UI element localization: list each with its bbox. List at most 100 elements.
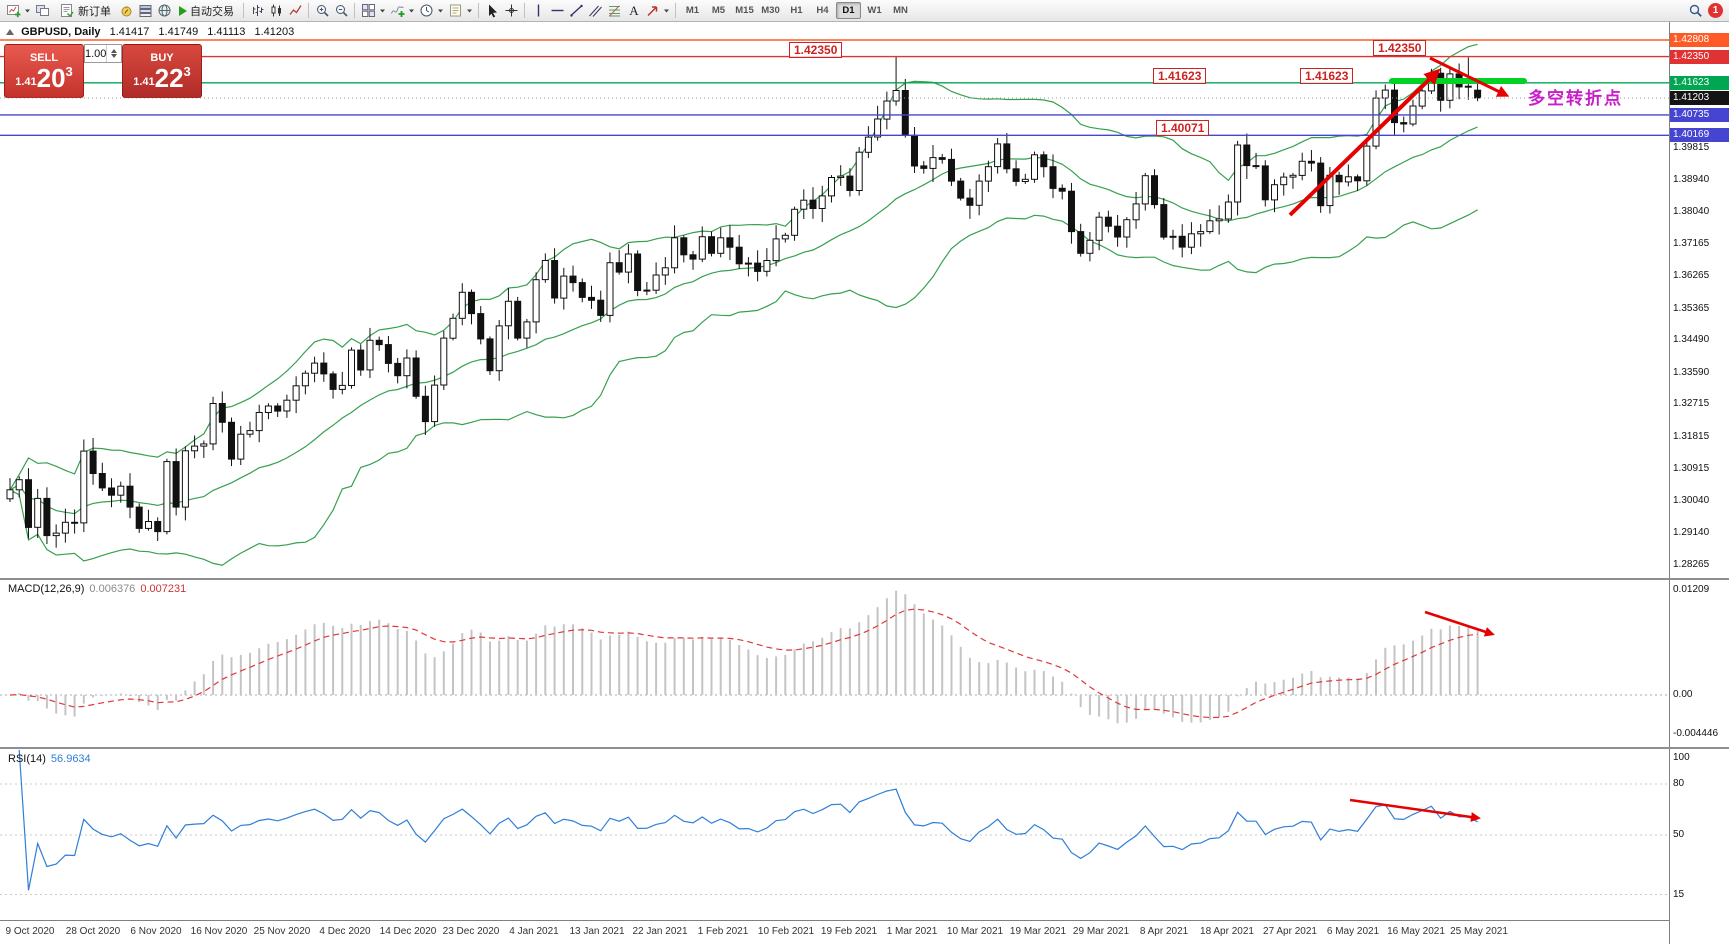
date-label: 18 Apr 2021: [1200, 926, 1254, 937]
trendline-icon[interactable]: [567, 1, 585, 20]
timeframe-m5[interactable]: M5: [706, 2, 731, 19]
price-scale-label: 1.30040: [1673, 494, 1710, 506]
crosshair-icon[interactable]: [502, 1, 520, 20]
macd-label: MACD(12,26,9) 0.006376 0.007231: [8, 583, 186, 595]
new-order-label: 新订单: [78, 5, 111, 18]
line-chart-icon[interactable]: [286, 1, 304, 20]
price-scale[interactable]: [1669, 22, 1729, 944]
zoom-out-icon[interactable]: [332, 1, 350, 20]
timeframe-group: M1 M5 M15 M30 H1 H4 D1 W1 MN: [680, 2, 913, 19]
time-axis[interactable]: [0, 920, 1669, 944]
volume-down-stepper[interactable]: [111, 54, 118, 58]
timeframe-mn[interactable]: MN: [888, 2, 913, 19]
moneybag-icon[interactable]: [117, 1, 135, 20]
price-scale-label: 1.29140: [1673, 527, 1710, 539]
volume-value: 1.00: [85, 47, 107, 60]
dropdown-caret[interactable]: [378, 1, 387, 20]
date-label: 6 Nov 2020: [130, 926, 182, 937]
price-tag: 1.41203: [1670, 90, 1729, 105]
date-label: 10 Mar 2021: [946, 926, 1004, 937]
rsi-scale-label: 80: [1673, 778, 1685, 789]
channel-icon[interactable]: [586, 1, 604, 20]
dropdown-caret[interactable]: [465, 1, 474, 20]
macd-panel[interactable]: [0, 579, 1669, 747]
dropdown-caret[interactable]: [436, 1, 445, 20]
new-order-button[interactable]: 新订单: [52, 1, 116, 20]
price-scale-label: 1.30915: [1673, 463, 1710, 475]
price-scale-label: 1.35365: [1673, 302, 1710, 314]
separator: [478, 3, 479, 18]
date-label: 16 Nov 2020: [190, 926, 248, 937]
annotation-note[interactable]: 多空转折点: [1528, 89, 1623, 108]
timeframe-h4[interactable]: H4: [810, 2, 835, 19]
macd-signal-value: 0.007231: [140, 583, 187, 595]
horizontal-line-icon[interactable]: [548, 1, 566, 20]
price-scale-label: 1.31815: [1673, 430, 1710, 442]
price-scale-label: 1.32715: [1673, 398, 1710, 410]
buy-button[interactable]: BUY 1.41 22 3: [122, 44, 202, 98]
rsi-scale-label: 100: [1673, 752, 1690, 763]
zoom-in-icon[interactable]: [313, 1, 331, 20]
toolbar-right-group: 1: [1686, 1, 1725, 20]
timeframe-h1[interactable]: H1: [784, 2, 809, 19]
price-annotation[interactable]: 1.42350: [789, 42, 843, 58]
bar-chart-icon[interactable]: [248, 1, 266, 20]
date-label: 9 Oct 2020: [5, 926, 55, 937]
vertical-line-icon[interactable]: [529, 1, 547, 20]
rsi-panel[interactable]: [0, 749, 1669, 920]
sell-price-prefix: 1.41: [15, 75, 37, 88]
layers-icon[interactable]: [136, 1, 154, 20]
price-annotation[interactable]: 1.42350: [1373, 40, 1427, 56]
notification-badge[interactable]: 1: [1708, 3, 1723, 18]
sell-button[interactable]: SELL 1.41 20 3: [4, 44, 84, 98]
new-chart-icon[interactable]: [4, 1, 22, 20]
globe-icon[interactable]: [155, 1, 173, 20]
price-annotation[interactable]: 1.40071: [1156, 120, 1210, 136]
price-annotation[interactable]: 1.41623: [1300, 68, 1354, 84]
separator: [243, 3, 244, 18]
chart-ohlc-header: GBPUSD, Daily 1.41417 1.41749 1.41113 1.…: [6, 26, 294, 38]
timeframe-d1[interactable]: D1: [836, 2, 861, 19]
tile-windows-icon[interactable]: [359, 1, 377, 20]
rsi-value: 56.9634: [50, 753, 91, 765]
arrow-icon[interactable]: [643, 1, 661, 20]
indicators-icon[interactable]: [388, 1, 406, 20]
dropdown-caret[interactable]: [407, 1, 416, 20]
candlestick-icon[interactable]: [267, 1, 285, 20]
volume-input[interactable]: 1.00: [84, 44, 122, 63]
collapse-icon[interactable]: [6, 29, 14, 35]
profiles-icon[interactable]: [33, 1, 51, 20]
timeframe-m1[interactable]: M1: [680, 2, 705, 19]
dropdown-caret[interactable]: [662, 1, 671, 20]
date-label: 19 Feb 2021: [820, 926, 878, 937]
separator: [308, 3, 309, 18]
date-label: 22 Jan 2021: [632, 926, 688, 937]
price-annotation[interactable]: 1.41623: [1153, 68, 1207, 84]
panel-splitter[interactable]: [0, 578, 1729, 580]
one-click-trading-panel: SELL 1.41 20 3 1.00 BUY 1.41 22 3: [4, 44, 202, 98]
date-label: 27 Apr 2021: [1263, 926, 1317, 937]
templates-icon[interactable]: [446, 1, 464, 20]
timeframe-w1[interactable]: W1: [862, 2, 887, 19]
periods-icon[interactable]: [417, 1, 435, 20]
price-tag: 1.41623: [1670, 75, 1729, 90]
timeframe-m15[interactable]: M15: [732, 2, 757, 19]
fibonacci-icon[interactable]: [605, 1, 623, 20]
text-icon[interactable]: A: [624, 1, 642, 20]
search-icon[interactable]: [1686, 1, 1704, 20]
dropdown-caret[interactable]: [23, 1, 32, 20]
date-label: 29 Mar 2021: [1072, 926, 1130, 937]
cursor-icon[interactable]: [483, 1, 501, 20]
timeframe-m30[interactable]: M30: [758, 2, 783, 19]
price-tag: 1.42808: [1670, 33, 1729, 48]
price-scale-label: 1.33590: [1673, 366, 1710, 378]
auto-trading-button[interactable]: 自动交易: [174, 1, 239, 20]
rsi-scale-label: 50: [1673, 829, 1685, 840]
panel-splitter[interactable]: [0, 747, 1729, 749]
volume-up-stepper[interactable]: [111, 49, 118, 53]
price-chart-panel[interactable]: [0, 22, 1669, 578]
volume-steppers: [106, 45, 121, 62]
svg-text:A: A: [629, 3, 639, 18]
buy-price-pip: 3: [183, 63, 191, 79]
sell-price-pip: 3: [65, 63, 73, 79]
